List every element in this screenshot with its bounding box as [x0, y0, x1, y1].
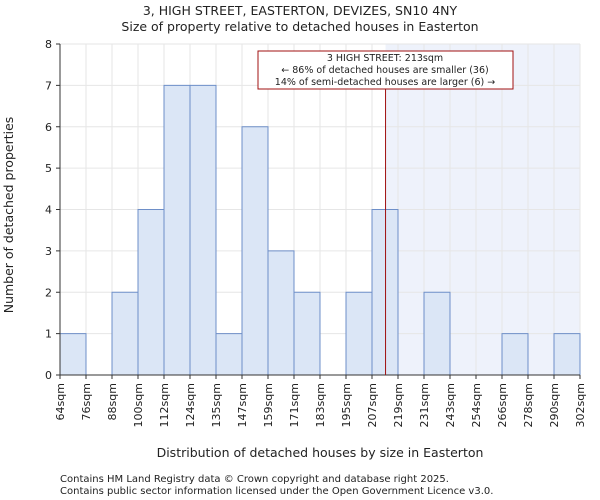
histogram-bar	[345, 291, 373, 376]
histogram-bar	[111, 291, 139, 376]
histogram-bar	[267, 250, 295, 376]
annotation-line-2: ← 86% of detached houses are smaller (36…	[281, 65, 488, 76]
y-tick-label: 7	[45, 79, 52, 92]
histogram-bar	[371, 209, 399, 376]
y-tick-label: 5	[45, 162, 52, 175]
x-tick-label: 231sqm	[418, 383, 431, 427]
histogram-bar	[59, 333, 87, 376]
histogram-bar	[423, 291, 451, 376]
x-tick-label: 266sqm	[496, 383, 509, 427]
x-tick-label: 207sqm	[366, 383, 379, 427]
histogram-bar	[241, 126, 269, 376]
annotation-line-1: 3 HIGH STREET: 213sqm	[327, 53, 443, 64]
x-tick-label: 183sqm	[314, 383, 327, 427]
x-tick-label: 219sqm	[392, 383, 405, 427]
x-tick-label: 76sqm	[80, 383, 93, 420]
x-tick-label: 135sqm	[210, 383, 223, 427]
x-tick-label: 302sqm	[574, 383, 587, 427]
x-tick-label: 100sqm	[132, 383, 145, 427]
x-tick-label: 290sqm	[548, 383, 561, 427]
x-tick-label: 147sqm	[236, 383, 249, 427]
histogram-bar	[189, 84, 217, 376]
y-tick-label: 8	[45, 38, 52, 51]
y-tick-label: 0	[45, 369, 52, 382]
histogram-bar	[163, 84, 191, 376]
x-axis-label: Distribution of detached houses by size …	[157, 445, 484, 460]
y-tick-label: 4	[45, 204, 52, 217]
x-tick-label: 254sqm	[470, 383, 483, 427]
x-tick-label: 243sqm	[444, 383, 457, 427]
y-axis-label: Number of detached properties	[1, 117, 16, 314]
x-tick-label: 195sqm	[340, 383, 353, 427]
y-tick-label: 3	[45, 245, 52, 258]
histogram-bar	[215, 333, 243, 376]
chart-title: 3, HIGH STREET, EASTERTON, DEVIZES, SN10…	[143, 3, 458, 18]
x-tick-label: 112sqm	[158, 383, 171, 427]
y-tick-label: 2	[45, 286, 52, 299]
annotation-line-3: 14% of semi-detached houses are larger (…	[275, 77, 495, 88]
histogram-bar	[553, 333, 581, 376]
y-tick-label: 6	[45, 121, 52, 134]
chart-subtitle: Size of property relative to detached ho…	[121, 19, 478, 34]
x-tick-label: 278sqm	[522, 383, 535, 427]
histogram-bar	[137, 209, 165, 376]
x-tick-label: 124sqm	[184, 383, 197, 427]
histogram-bar	[501, 333, 529, 376]
x-tick-label: 159sqm	[262, 383, 275, 427]
x-tick-label: 64sqm	[54, 383, 67, 420]
footer-line-2: Contains public sector information licen…	[60, 486, 493, 497]
y-tick-label: 1	[45, 328, 52, 341]
histogram-bar	[293, 291, 321, 376]
annotation-box: 3 HIGH STREET: 213sqm ← 86% of detached …	[257, 50, 514, 90]
footer-line-1: Contains HM Land Registry data © Crown c…	[60, 474, 449, 485]
x-tick-label: 171sqm	[288, 383, 301, 427]
x-tick-label: 88sqm	[106, 383, 119, 420]
